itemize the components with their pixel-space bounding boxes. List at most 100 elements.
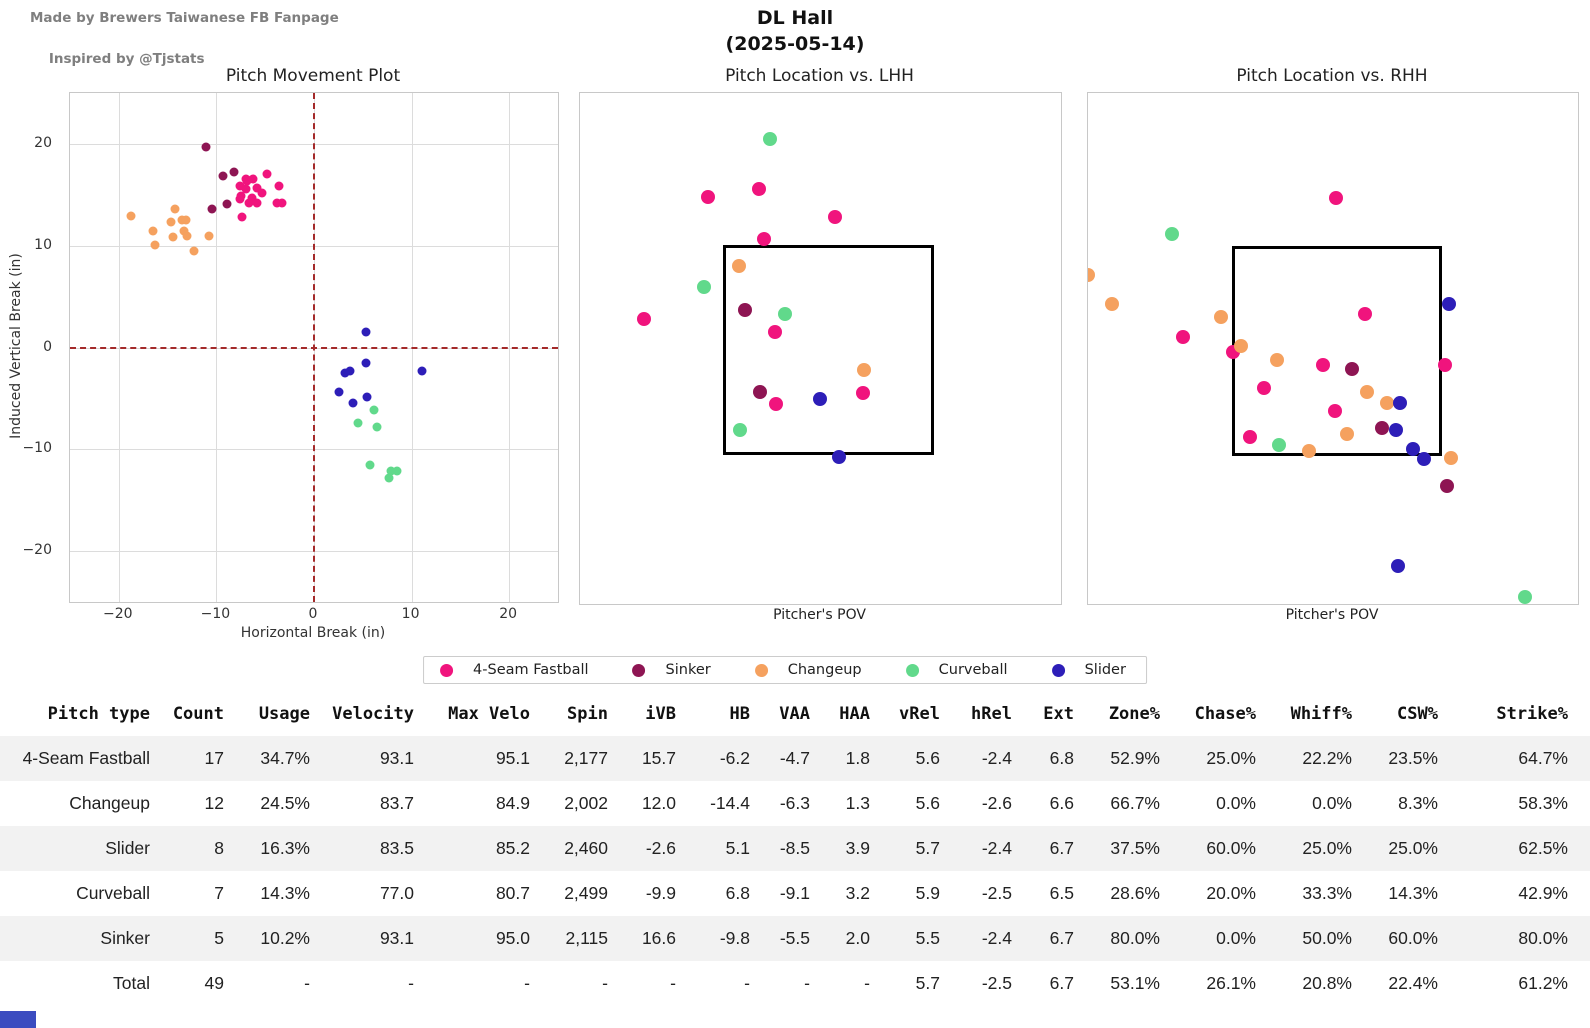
pitch-dot xyxy=(229,167,239,177)
pitch-dot xyxy=(166,217,176,227)
table-cell: 2,002 xyxy=(564,793,608,813)
movement-y-ticks: −20 −10 0 10 20 xyxy=(0,92,58,601)
legend-label: 4-Seam Fastball xyxy=(473,662,589,678)
table-cell: 6.7 xyxy=(1049,928,1074,948)
table-cell: 2,115 xyxy=(565,928,609,948)
pitch-dot xyxy=(244,198,254,208)
table-cell: - xyxy=(744,973,750,993)
pitch-dot xyxy=(182,231,192,241)
pitch-dot xyxy=(1444,450,1459,465)
pitch-dot xyxy=(252,183,262,193)
pitch-dot xyxy=(170,204,180,214)
table-cell: 24.5% xyxy=(260,793,310,813)
x-tick-label: −20 xyxy=(103,606,133,622)
table-cell: 80.0% xyxy=(1518,928,1568,948)
pitch-dot xyxy=(1176,329,1191,344)
column-header: Strike% xyxy=(1496,704,1568,724)
pitch-dot xyxy=(241,184,251,194)
legend-item: Curveball xyxy=(905,662,1008,678)
table-cell: 95.0 xyxy=(495,928,530,948)
column-header: iVB xyxy=(645,704,676,724)
table-cell: 22.4% xyxy=(1388,973,1438,993)
x-tick-label: 20 xyxy=(499,606,518,622)
table-cell: 80.0% xyxy=(1110,928,1160,948)
pitch-type-legend: 4-Seam Fastball Sinker Changeup Curveball Sl… xyxy=(423,656,1147,684)
table-cell: Curveball xyxy=(76,883,150,903)
strike-zone xyxy=(1232,245,1442,456)
table-cell: 42.9% xyxy=(1518,883,1568,903)
pitch-type-dot-icon xyxy=(754,663,768,677)
column-header: Usage xyxy=(258,704,310,724)
table-cell: 8.3% xyxy=(1398,793,1438,813)
table-cell: - xyxy=(864,973,870,993)
pitch-dot xyxy=(237,212,247,222)
pitch-dot xyxy=(222,199,232,209)
table-cell: 60.0% xyxy=(1206,838,1256,858)
table-cell: 5.6 xyxy=(915,793,940,813)
pitch-dot xyxy=(340,368,350,378)
column-header: Ext xyxy=(1043,704,1074,724)
credit-line-2: Inspired by @Tjstats xyxy=(48,50,205,67)
pitch-type-dot-icon xyxy=(905,663,919,677)
table-cell: -5.5 xyxy=(779,928,810,948)
credit-text: Made by Brewers Taiwanese FB Fanpage Ins… xyxy=(30,8,339,89)
pitch-dot xyxy=(369,405,379,415)
table-cell: 93.1 xyxy=(379,748,414,768)
bottom-left-accent xyxy=(0,1011,36,1028)
table-cell: 25.0% xyxy=(1388,838,1438,858)
table-cell: 5 xyxy=(214,928,224,948)
pitch-dot xyxy=(362,392,372,402)
table-row: Slider 8 16.3% 83.5 85.2 2,460 -2.6 5.1 -8.5 3.9 5… xyxy=(0,826,1590,871)
movement-x-axis-label: Horizontal Break (in) xyxy=(240,625,386,641)
pitch-dot xyxy=(733,422,748,437)
player-name: DL Hall xyxy=(756,7,834,29)
column-header: Zone% xyxy=(1108,704,1160,724)
pitch-type-dot-icon xyxy=(440,663,454,677)
table-cell: 6.7 xyxy=(1049,973,1074,993)
table-cell: 14.3% xyxy=(260,883,310,903)
table-cell: 84.9 xyxy=(495,793,530,813)
pitch-dot xyxy=(700,190,715,205)
pitch-type-dot-icon xyxy=(632,663,646,677)
pitch-dot xyxy=(1389,422,1404,437)
pitch-dot xyxy=(248,174,258,183)
pitch-dot xyxy=(1518,589,1533,604)
table-cell: 6.8 xyxy=(1049,748,1074,768)
pitch-dot xyxy=(150,240,160,250)
legend-label: Slider xyxy=(1084,662,1126,678)
location-plot-rhh xyxy=(1087,92,1579,605)
y-tick-label: 10 xyxy=(34,236,52,253)
table-cell: -4.7 xyxy=(779,748,810,768)
table-cell: 16.6 xyxy=(641,928,676,948)
table-cell: -6.3 xyxy=(779,793,810,813)
table-cell: 5.1 xyxy=(725,838,750,858)
table-cell: 23.5% xyxy=(1388,748,1438,768)
pitch-dot xyxy=(1393,396,1408,411)
table-cell: Changeup xyxy=(69,793,150,813)
table-cell: 83.5 xyxy=(379,838,414,858)
column-header: Chase% xyxy=(1194,704,1256,724)
table-cell: 28.6% xyxy=(1110,883,1160,903)
pitch-dot xyxy=(636,311,651,326)
pitch-dot xyxy=(392,466,402,476)
rhh-pov-caption: Pitcher's POV xyxy=(1285,607,1379,623)
pitch-dot xyxy=(353,418,363,428)
table-cell: 50.0% xyxy=(1302,928,1352,948)
table-cell: 83.7 xyxy=(379,793,414,813)
column-header: Velocity xyxy=(332,704,414,724)
crosshair-horizontal-line xyxy=(70,346,558,349)
column-header: VAA xyxy=(779,704,810,724)
page-title: DL Hall (2025-05-14) xyxy=(0,6,1590,57)
column-header: Spin xyxy=(567,704,608,724)
table-cell: Sinker xyxy=(100,928,150,948)
table-cell: -2.4 xyxy=(981,838,1012,858)
table-row: Changeup 12 24.5% 83.7 84.9 2,002 12.0 -14.4 -6.… xyxy=(0,781,1590,826)
lhh-pov-caption: Pitcher's POV xyxy=(773,607,866,623)
table-cell: 12 xyxy=(204,793,224,813)
table-cell: 64.7% xyxy=(1518,748,1568,768)
table-cell: 5.7 xyxy=(915,838,940,858)
pitch-dot xyxy=(181,215,191,225)
table-cell: 3.2 xyxy=(845,883,870,903)
pitch-dot xyxy=(361,358,371,368)
pitch-dot xyxy=(1272,438,1287,453)
